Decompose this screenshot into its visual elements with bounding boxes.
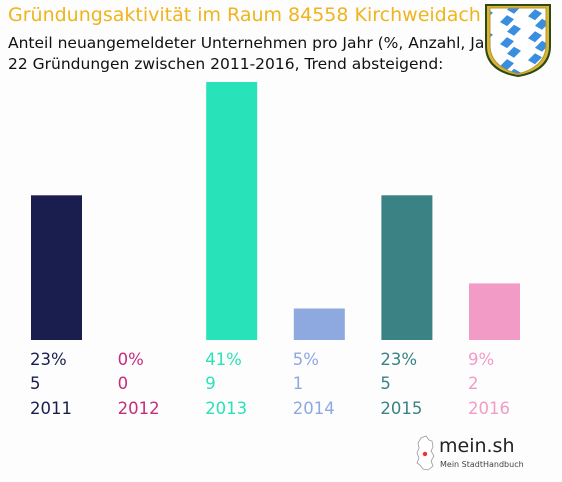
percent-label-2014: 5% <box>293 350 319 369</box>
percent-label-2016: 9% <box>468 350 494 369</box>
count-label-2015: 5 <box>380 374 391 393</box>
bar-2013 <box>206 82 258 340</box>
count-label-2014: 1 <box>293 374 304 393</box>
bar-2014 <box>293 308 345 340</box>
lozenge <box>500 59 514 71</box>
mein-sh-logo: mein.sh Mein StadtHandbuch <box>412 432 524 478</box>
lozenge <box>507 46 521 58</box>
year-label-2013: 2013 <box>205 399 247 418</box>
count-label-2013: 9 <box>205 374 216 393</box>
germany-map-icon <box>416 435 435 471</box>
lozenge <box>528 9 542 21</box>
bar-2015 <box>381 195 433 340</box>
count-label-2011: 5 <box>30 374 41 393</box>
year-label-2014: 2014 <box>293 399 335 418</box>
logo-tagline: Mein StadtHandbuch <box>440 460 524 469</box>
count-label-2012: 0 <box>118 374 129 393</box>
lozenge <box>507 24 521 36</box>
percent-label-2013: 41% <box>205 350 242 369</box>
chart-subtitle: Anteil neuangemeldeter Unternehmen pro J… <box>8 34 507 52</box>
count-label-2016: 2 <box>468 374 479 393</box>
lozenge <box>507 68 521 74</box>
lozenge <box>500 37 514 49</box>
year-label-2015: 2015 <box>380 399 422 418</box>
bar-2011 <box>31 195 82 340</box>
year-label-2016: 2016 <box>468 399 510 418</box>
percent-label-2015: 23% <box>380 350 417 369</box>
year-label-2012: 2012 <box>118 399 160 418</box>
logo-name: mein.sh <box>439 435 515 457</box>
bavaria-crest-icon <box>485 4 551 77</box>
bar-2016 <box>469 283 520 340</box>
lozenge <box>528 31 542 43</box>
lozenge <box>528 53 542 65</box>
chart-summary: 22 Gründungen zwischen 2011-2016, Trend … <box>8 55 444 73</box>
chart-title: Gründungsaktivität im Raum 84558 Kirchwe… <box>8 4 481 26</box>
percent-label-2012: 0% <box>118 350 144 369</box>
year-label-2011: 2011 <box>30 399 72 418</box>
percent-label-2011: 23% <box>30 350 67 369</box>
lozenge <box>500 15 514 27</box>
